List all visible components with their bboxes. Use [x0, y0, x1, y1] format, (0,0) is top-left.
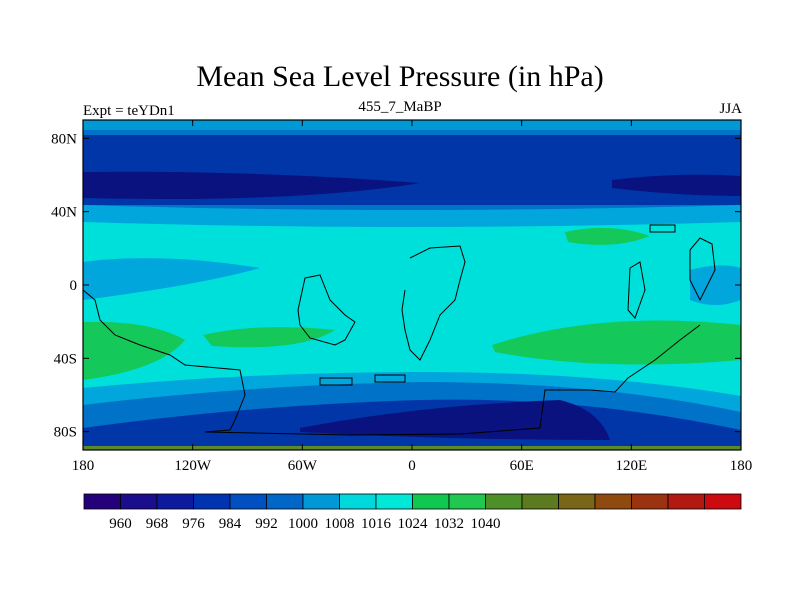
- lon-tick-label: 120W: [174, 458, 212, 474]
- lon-tick-label: 60E: [510, 458, 534, 474]
- lon-tick-label: 120E: [615, 458, 647, 474]
- lon-tick-label: 60W: [288, 458, 318, 474]
- colorbar-label: 960: [109, 516, 132, 532]
- colorbar-swatch: [120, 493, 158, 510]
- field-high-asia: [565, 227, 650, 245]
- lat-tick-label: 80N: [51, 131, 77, 147]
- field-north-transition: [83, 205, 741, 227]
- colorbar-swatch: [302, 493, 340, 510]
- map-title: Mean Sea Level Pressure (in hPa): [196, 60, 604, 93]
- colorbar-swatch: [485, 493, 523, 510]
- colorbar-label: 1032: [434, 516, 464, 532]
- colorbar-label: 1024: [398, 516, 429, 532]
- field-south-low: [300, 400, 610, 440]
- colorbar-swatch: [193, 493, 231, 510]
- colorbar-swatch: [631, 493, 669, 510]
- colorbar-swatch: [375, 493, 413, 510]
- coast-island-1: [319, 377, 353, 386]
- lon-tick-label: 180: [730, 458, 753, 474]
- colorbar-swatch: [704, 493, 742, 510]
- coast-island-3: [649, 224, 676, 233]
- colorbar-swatch: [412, 493, 450, 510]
- coastlines: [83, 224, 716, 436]
- coast-africa: [401, 245, 466, 361]
- season-label: JJA: [719, 101, 742, 117]
- colorbar-swatch: [594, 493, 632, 510]
- colorbar-label: 1000: [288, 516, 318, 532]
- colorbar-swatch: [521, 493, 559, 510]
- experiment-label: Expt = teYDn1: [83, 103, 175, 119]
- colorbar: 960 968 976 984 992 1000 1008 1016 1024 1032 1040: [83, 493, 742, 532]
- coast-south-america: [297, 274, 356, 346]
- field-high-atlantic: [203, 326, 335, 348]
- coast-asia: [627, 261, 646, 319]
- field-trop-west: [83, 258, 260, 300]
- lat-tick-label: 40S: [54, 351, 77, 367]
- axis-ticks: 80N 40N 0 40S 80S 180 120W 60W 0 60E 120E 180: [51, 120, 752, 474]
- colorbar-swatch: [83, 493, 121, 510]
- colorbar-label: 976: [182, 516, 205, 532]
- field-north-low-west: [83, 171, 420, 199]
- field-high-indian: [492, 320, 741, 365]
- colorbar-swatch: [667, 493, 705, 510]
- coast-americas: [83, 289, 246, 433]
- colorbar-swatch: [558, 493, 596, 510]
- coast-australia: [689, 237, 716, 302]
- lat-tick-label: 0: [70, 278, 78, 294]
- colorbar-label: 992: [255, 516, 278, 532]
- lon-tick-label: 0: [408, 458, 416, 474]
- colorbar-swatch: [266, 493, 304, 510]
- lat-tick-label: 40N: [51, 205, 77, 221]
- field-north-low-east: [612, 174, 741, 196]
- colorbar-swatch: [339, 493, 377, 510]
- colorbar-swatch: [448, 493, 486, 510]
- colorbar-swatch: [229, 493, 267, 510]
- colorbar-label: 984: [219, 516, 242, 532]
- field-high-pacific: [83, 321, 185, 380]
- colorbar-label: 1040: [471, 516, 501, 532]
- lat-tick-label: 80S: [54, 425, 77, 441]
- coast-antarctica: [204, 324, 701, 436]
- lon-tick-label: 180: [72, 458, 95, 474]
- colorbar-label: 1008: [325, 516, 355, 532]
- field-trop-east: [690, 265, 741, 305]
- colorbar-label: 968: [146, 516, 169, 532]
- colorbar-label: 1016: [361, 516, 392, 532]
- coast-island-2: [374, 374, 406, 383]
- pressure-field: [83, 120, 741, 450]
- colorbar-swatch: [156, 493, 194, 510]
- time-label: 455_7_MaBP: [358, 99, 442, 115]
